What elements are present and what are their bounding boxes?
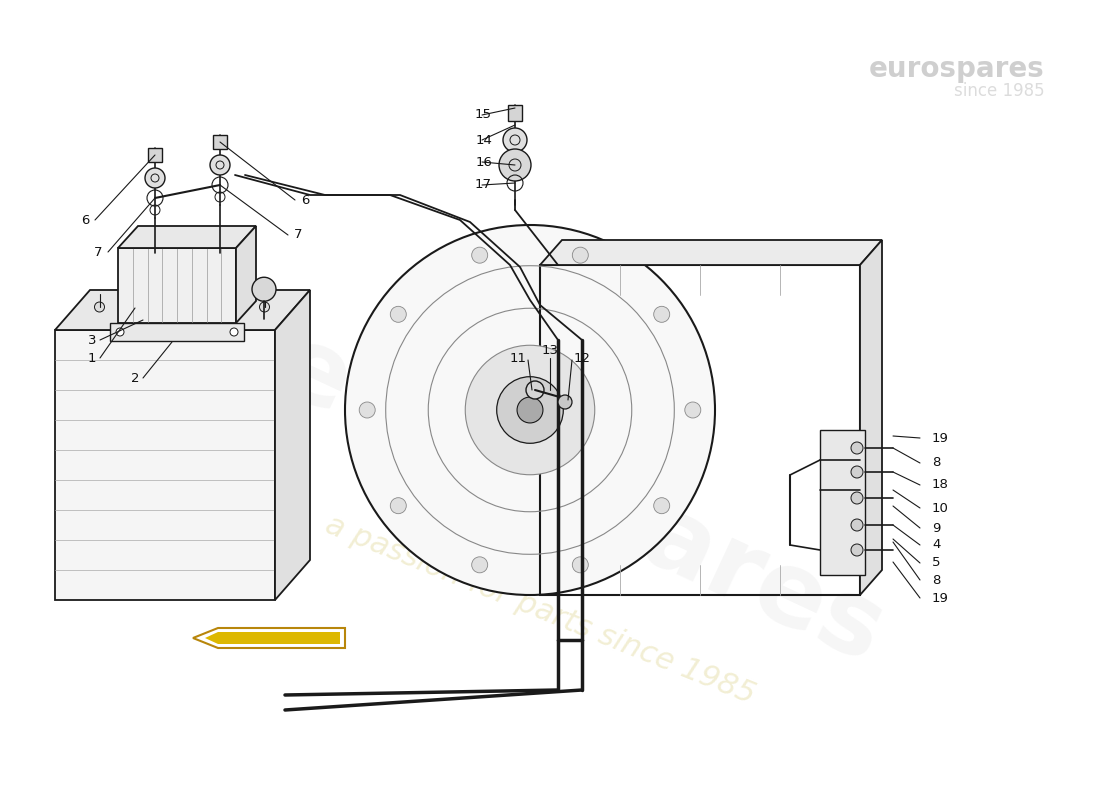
Text: 12: 12: [573, 351, 591, 365]
Bar: [540, 265, 860, 595]
Text: 11: 11: [509, 351, 527, 365]
Circle shape: [685, 402, 701, 418]
Text: 6: 6: [300, 194, 309, 206]
Polygon shape: [118, 226, 256, 248]
Text: 6: 6: [80, 214, 89, 226]
Circle shape: [161, 302, 170, 312]
Text: eurospares: eurospares: [869, 55, 1045, 83]
Circle shape: [851, 466, 864, 478]
Text: 8: 8: [932, 457, 940, 470]
Circle shape: [360, 402, 375, 418]
Circle shape: [210, 155, 230, 175]
Circle shape: [851, 442, 864, 454]
Polygon shape: [55, 290, 310, 330]
Circle shape: [472, 247, 487, 263]
Circle shape: [194, 302, 204, 312]
Text: 16: 16: [475, 155, 492, 169]
Circle shape: [390, 498, 406, 514]
Text: 7: 7: [294, 229, 302, 242]
Circle shape: [851, 492, 864, 504]
Circle shape: [572, 557, 588, 573]
Text: 19: 19: [932, 591, 949, 605]
Text: 18: 18: [932, 478, 949, 491]
Bar: [55, 330, 275, 600]
Text: 13: 13: [541, 343, 559, 357]
Text: 2: 2: [131, 371, 140, 385]
Polygon shape: [205, 632, 340, 644]
Text: 14: 14: [475, 134, 492, 146]
Circle shape: [116, 328, 124, 336]
Text: 5: 5: [932, 557, 940, 570]
Bar: [110, 323, 244, 341]
Circle shape: [260, 302, 270, 312]
Polygon shape: [275, 290, 310, 600]
Bar: [118, 248, 236, 323]
Bar: [508, 105, 522, 121]
Circle shape: [95, 302, 104, 312]
Circle shape: [653, 498, 670, 514]
Circle shape: [572, 247, 588, 263]
Circle shape: [472, 557, 487, 573]
Text: 7: 7: [94, 246, 102, 258]
Circle shape: [503, 128, 527, 152]
Text: 8: 8: [932, 574, 940, 586]
Text: a passion for parts since 1985: a passion for parts since 1985: [321, 510, 759, 710]
Circle shape: [390, 306, 406, 322]
Text: 1: 1: [88, 351, 97, 365]
Circle shape: [465, 346, 595, 474]
Circle shape: [517, 397, 543, 423]
Polygon shape: [540, 240, 882, 265]
Bar: [148, 148, 162, 162]
Text: 19: 19: [932, 431, 949, 445]
Text: 3: 3: [88, 334, 97, 346]
Text: 10: 10: [932, 502, 949, 514]
Text: 4: 4: [932, 538, 940, 551]
Circle shape: [526, 381, 544, 399]
Polygon shape: [860, 240, 882, 595]
Text: since 1985: since 1985: [955, 82, 1045, 100]
Circle shape: [345, 225, 715, 595]
Text: 9: 9: [932, 522, 940, 534]
Text: 17: 17: [475, 178, 492, 191]
Bar: [213, 135, 227, 149]
Circle shape: [252, 278, 276, 302]
Circle shape: [851, 519, 864, 531]
Circle shape: [653, 306, 670, 322]
Circle shape: [497, 377, 563, 443]
Polygon shape: [236, 226, 256, 323]
Circle shape: [230, 328, 238, 336]
Circle shape: [227, 302, 236, 312]
Text: 15: 15: [475, 109, 492, 122]
Circle shape: [851, 544, 864, 556]
Bar: [820, 430, 865, 575]
Text: eurospares: eurospares: [261, 315, 900, 685]
Circle shape: [128, 302, 138, 312]
Circle shape: [558, 395, 572, 409]
Circle shape: [499, 149, 531, 181]
Circle shape: [145, 168, 165, 188]
